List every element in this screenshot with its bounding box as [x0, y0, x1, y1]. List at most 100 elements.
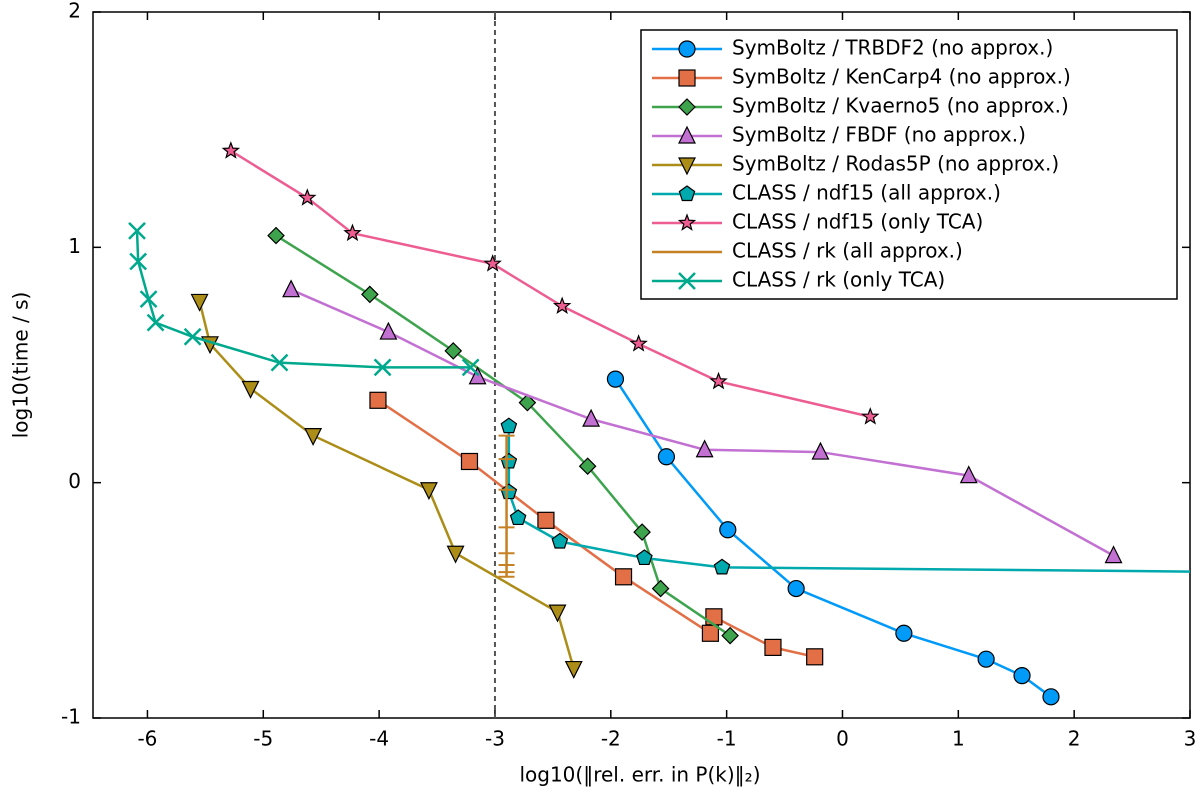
marker — [977, 650, 995, 668]
marker — [444, 342, 463, 360]
x-axis-label: log10(‖rel. err. in P(k)‖₂) — [519, 763, 760, 787]
legend-box — [640, 29, 1178, 300]
y-tick-label: 0 — [68, 469, 81, 493]
marker — [270, 353, 289, 372]
series-line — [377, 399, 815, 659]
marker — [282, 279, 301, 298]
legend-label: CLASS / rk (only TCA) — [732, 268, 945, 292]
legend-label: CLASS / rk (all approx.) — [732, 239, 963, 263]
marker — [146, 313, 165, 332]
marker — [695, 439, 714, 458]
legend-label: SymBoltz / FBDF (no approx.) — [732, 123, 1026, 147]
marker — [379, 321, 398, 340]
marker — [461, 358, 480, 377]
x-tick-label: -6 — [137, 727, 157, 751]
legend-label: CLASS / ndf15 (all approx.) — [732, 181, 1001, 205]
x-tick-label: -1 — [717, 727, 737, 751]
marker — [959, 465, 978, 484]
marker — [509, 509, 527, 526]
series-line — [198, 301, 575, 669]
marker — [719, 521, 737, 539]
marker — [633, 523, 651, 541]
marker — [183, 327, 202, 346]
marker — [518, 393, 537, 412]
x-tick-label: 1 — [952, 727, 965, 751]
marker — [764, 638, 782, 657]
plot-area — [128, 141, 1190, 706]
legend-label: SymBoltz / TRBDF2 (no approx.) — [732, 36, 1053, 60]
marker — [806, 648, 824, 666]
marker — [500, 417, 518, 434]
series-line — [230, 149, 871, 418]
marker — [582, 408, 601, 427]
marker — [721, 626, 739, 645]
marker — [861, 407, 880, 425]
marker — [460, 452, 479, 471]
marker — [629, 334, 648, 352]
marker — [709, 371, 728, 390]
x-tick-label: -4 — [369, 727, 389, 751]
marker — [713, 558, 731, 575]
marker — [419, 482, 438, 501]
legend-marker — [678, 125, 696, 144]
marker — [298, 188, 317, 206]
marker — [373, 358, 392, 377]
x-tick-label: 3 — [1184, 727, 1197, 751]
legend-marker — [678, 272, 696, 290]
marker — [221, 141, 241, 159]
marker — [1104, 545, 1123, 564]
x-tick-label: -2 — [601, 727, 621, 751]
series-line — [507, 426, 1190, 573]
marker — [241, 380, 260, 399]
marker — [369, 391, 387, 409]
marker — [701, 624, 720, 642]
legend-label: CLASS / ndf15 (only TCA) — [732, 210, 983, 234]
series-line — [614, 378, 1052, 698]
y-tick-label: 1 — [68, 234, 81, 258]
x-tick-label: 2 — [1068, 727, 1081, 751]
marker — [500, 483, 518, 500]
x-tick-label: -3 — [485, 727, 505, 751]
marker — [139, 290, 158, 308]
legend-marker — [678, 40, 696, 58]
x-tick-label: -5 — [253, 727, 273, 751]
legend-marker — [678, 98, 696, 116]
marker — [614, 568, 633, 586]
marker — [578, 457, 597, 476]
series-line — [290, 288, 1115, 557]
legend-label: SymBoltz / Kvaerno5 (no approx.) — [732, 94, 1069, 118]
marker — [128, 221, 146, 240]
marker — [1013, 667, 1031, 685]
legend-marker — [678, 157, 696, 176]
marker — [552, 296, 572, 315]
legend-marker — [678, 185, 696, 202]
marker — [500, 452, 518, 469]
marker — [1042, 688, 1060, 706]
marker — [548, 604, 567, 623]
legend-marker — [677, 213, 697, 231]
marker — [606, 370, 625, 388]
marker — [651, 579, 670, 598]
marker — [787, 579, 805, 598]
y-axis-label: log10(time / s) — [9, 292, 33, 439]
marker — [343, 223, 362, 242]
marker — [537, 511, 555, 529]
y-tick-label: -1 — [61, 705, 81, 729]
legend-label: SymBoltz / Rodas5P (no approx.) — [732, 152, 1059, 176]
plot-frame — [92, 11, 1191, 719]
marker — [564, 660, 583, 679]
marker — [811, 441, 830, 460]
marker — [446, 545, 465, 564]
marker — [705, 608, 723, 626]
marker — [657, 448, 676, 466]
series-line — [275, 234, 731, 637]
marker — [483, 254, 502, 272]
y-tick-label: 2 — [68, 0, 81, 23]
series-line — [135, 230, 471, 369]
legend-label: SymBoltz / KenCarp4 (no approx.) — [732, 65, 1071, 89]
marker — [895, 624, 913, 642]
marker — [636, 549, 653, 566]
legend-marker — [678, 69, 696, 87]
marker — [304, 428, 323, 446]
